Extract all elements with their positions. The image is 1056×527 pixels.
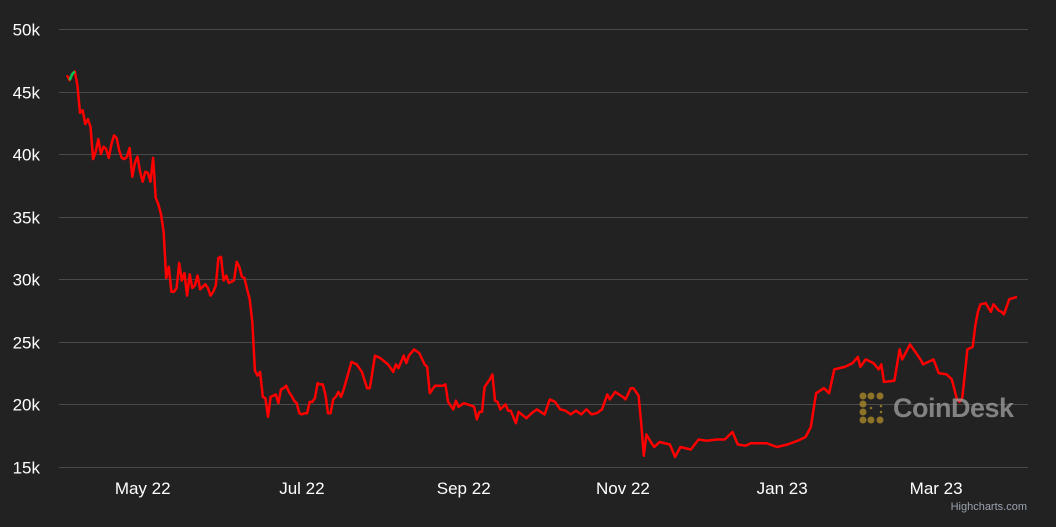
- x-axis-labels: May 22 Jul 22 Sep 22 Nov 22 Jan 23 Mar 23: [115, 479, 963, 498]
- x-tick-label: Jan 23: [757, 479, 808, 498]
- y-tick-label: 45k: [13, 84, 41, 103]
- y-tick-label: 35k: [13, 209, 41, 228]
- y-tick-label: 30k: [13, 271, 41, 290]
- grid-lines: [59, 29, 1028, 468]
- y-tick-label: 15k: [13, 459, 41, 478]
- x-tick-label: May 22: [115, 479, 171, 498]
- price-line: [65, 70, 1018, 459]
- x-tick-label: Mar 23: [910, 479, 963, 498]
- x-tick-label: Sep 22: [437, 479, 491, 498]
- coindesk-logo-icon: [859, 392, 884, 424]
- y-axis-labels: 15k 20k 25k 30k 35k 40k 45k 50k: [13, 21, 41, 478]
- x-tick-label: Nov 22: [596, 479, 650, 498]
- series-group: [65, 70, 1018, 459]
- watermark-text: CoinDesk: [893, 392, 1014, 423]
- price-line-highlight: [68, 70, 76, 81]
- x-tick-label: Jul 22: [279, 479, 324, 498]
- y-tick-label: 25k: [13, 334, 41, 353]
- y-tick-label: 20k: [13, 396, 41, 415]
- highcharts-credit-link[interactable]: Highcharts.com: [950, 501, 1027, 513]
- coindesk-watermark: CoinDesk: [859, 392, 1014, 424]
- y-tick-label: 40k: [13, 146, 41, 165]
- y-tick-label: 50k: [13, 21, 41, 40]
